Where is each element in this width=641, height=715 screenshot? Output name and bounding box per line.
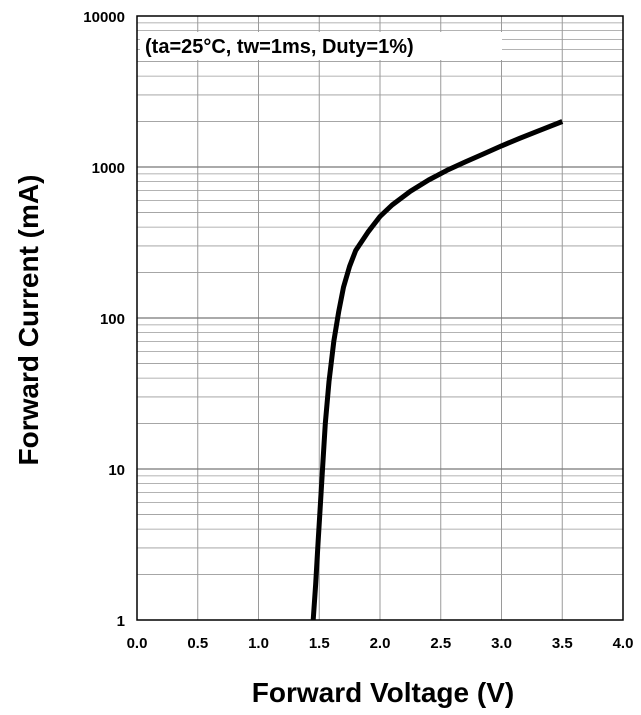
plot-frame <box>136 15 624 621</box>
y-tick-label: 1 <box>117 613 125 630</box>
y-tick-label: 100 <box>100 311 125 328</box>
x-tick-label: 4.0 <box>613 635 634 652</box>
forward-current-curve <box>310 119 564 621</box>
x-tick-label: 3.5 <box>552 635 573 652</box>
y-tick-labels: 1 10 100 1000 10000 <box>83 9 125 630</box>
x-tick-label: 0.5 <box>187 635 208 652</box>
x-tick-label: 2.0 <box>370 635 391 652</box>
x-tick-label: 2.5 <box>430 635 451 652</box>
annotation-box <box>140 32 502 60</box>
x-tick-label: 1.5 <box>309 635 330 652</box>
x-tick-label: 0.0 <box>127 635 148 652</box>
x-axis-title: Forward Voltage (V) <box>252 677 514 708</box>
y-tick-label: 10000 <box>83 9 125 26</box>
annotation-text: (ta=25°C, tw=1ms, Duty=1%) <box>145 36 414 58</box>
x-tick-labels: 0.0 0.5 1.0 1.5 2.0 2.5 3.0 3.5 4.0 <box>127 635 634 652</box>
x-tick-label: 1.0 <box>248 635 269 652</box>
data-series <box>310 119 564 621</box>
y-tick-label: 10 <box>108 462 125 479</box>
y-tick-label: 1000 <box>92 160 125 177</box>
grid-lines <box>137 16 623 620</box>
y-axis-title: Forward Current (mA) <box>13 175 44 466</box>
x-tick-label: 3.0 <box>491 635 512 652</box>
